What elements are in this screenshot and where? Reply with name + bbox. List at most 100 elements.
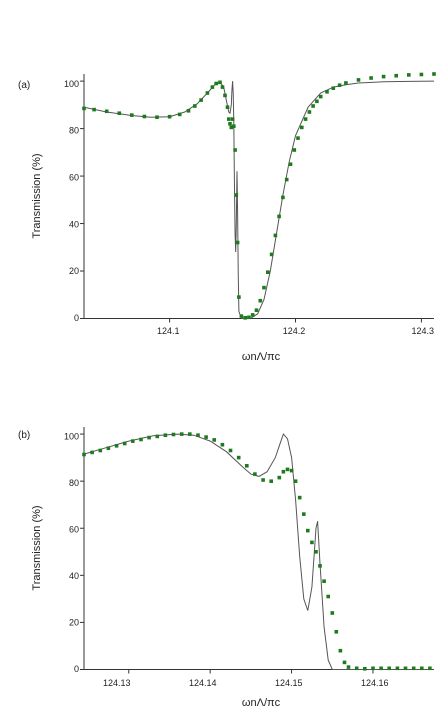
panel-a-data-point	[307, 110, 312, 114]
panel-a-y-ticks: 0 20 40 60 80 100	[64, 79, 79, 323]
panel-a-data-point	[407, 73, 411, 77]
panel-b-ytick-2: 40	[69, 571, 79, 581]
panel-a-data-point	[199, 98, 203, 102]
panel-b-data-point	[354, 666, 359, 671]
panel-a-data-point	[228, 122, 232, 126]
panel-a-data-point	[262, 285, 266, 290]
panel-a-data-point	[234, 193, 239, 197]
panel-a-data-point	[266, 270, 270, 274]
panel-a-data-point	[277, 214, 281, 219]
panel-b-data-point	[139, 437, 143, 442]
panel-a-data-point	[232, 124, 236, 128]
panel-a-data-point	[229, 125, 234, 130]
panel-a-data-point	[344, 81, 348, 85]
panel-b-data-point	[289, 468, 294, 473]
panel-b-xtick-2: 124.15	[275, 678, 303, 688]
panel-b-data-point	[322, 579, 326, 583]
panel-a-data-point	[230, 117, 235, 121]
panel-a-data-point	[155, 115, 159, 119]
panel-a-data-point	[223, 93, 227, 98]
panel-a-data-point	[92, 107, 96, 112]
panel-a-ylabel: Transmission (%)	[31, 153, 43, 238]
panel-b-data-point	[371, 666, 375, 671]
panel-b-data-point	[306, 528, 310, 533]
panel-a-xtick-0: 124.1	[157, 326, 180, 336]
panel-b-ylabel: Transmission (%)	[31, 505, 43, 590]
panel-a-data-point	[186, 109, 191, 113]
panel-b-data-point	[346, 665, 351, 669]
panel-b-data-point	[403, 666, 408, 671]
panel-a-data-point	[273, 233, 278, 238]
panel-a-ytick-1: 20	[69, 266, 79, 276]
panel-a-data-point	[177, 112, 182, 117]
panel-b-data-point	[155, 434, 160, 439]
panel-b-xlabel: ωnΛ/πc	[242, 697, 281, 708]
panel-a-data-point	[318, 94, 323, 99]
panel-b-data-point	[428, 666, 432, 671]
panel-a-data-point	[167, 114, 172, 119]
panel-a-data-point	[325, 90, 329, 94]
panel-a-data-point	[247, 315, 251, 320]
panel-a-data-point	[243, 316, 247, 320]
panel-a-ytick-4: 80	[69, 126, 79, 136]
panel-b-xtick-0: 124.13	[103, 678, 131, 688]
panel-a-x-ticks: 124.1 124.2 124.3	[157, 326, 434, 336]
panel-b-x-ticks: 124.13 124.14 124.15 124.16	[103, 678, 389, 688]
panel-b-xtick-1: 124.14	[189, 678, 217, 688]
panel-a-data-point	[210, 85, 215, 89]
panel-b-data-point	[363, 667, 367, 671]
panel-a-data-point	[337, 83, 342, 87]
panel-a-data-point	[218, 80, 222, 85]
panel-a-xlabel: ωnΛ/πc	[242, 351, 281, 363]
panel-a-data-point	[130, 113, 134, 117]
panel-b-data-point	[163, 433, 168, 437]
panel-b-data-point	[338, 648, 343, 653]
panel-a-data-point	[381, 74, 386, 79]
panel-b-data-point	[90, 450, 94, 455]
panel-a-data-point	[258, 298, 263, 303]
panel-b-data-point	[131, 439, 135, 443]
panel-a-data-point	[281, 195, 285, 200]
panel-b-ytick-0: 0	[74, 664, 79, 674]
panel-b-theory-line	[83, 433, 434, 670]
panel-a-data-point	[369, 76, 373, 80]
panel-b-data-point	[106, 446, 111, 450]
panel-b-data-point	[281, 469, 286, 474]
panel-a-data-point	[432, 72, 436, 76]
panel-b-data-point	[411, 666, 416, 671]
panel-a-data-point	[239, 314, 244, 318]
panel-b-data-point	[212, 438, 216, 442]
panel-b-data-point	[379, 666, 383, 671]
panel-a-data-point	[250, 313, 255, 317]
panel-b-data-point	[220, 442, 225, 447]
panel-a-data-point	[303, 117, 308, 121]
panel-a-theory-line	[83, 80, 435, 319]
panel-b-data-point	[285, 467, 290, 472]
panel-b-data-point	[395, 666, 400, 671]
panel-b-data-point	[326, 594, 330, 599]
panel-b-data-point	[420, 666, 424, 671]
panel-a-data-point	[233, 148, 237, 152]
panel-a-ytick-2: 40	[69, 219, 79, 229]
panel-b-data-point	[318, 564, 322, 568]
panel-b-data-point	[253, 472, 257, 476]
panel-a-ytick-3: 60	[69, 172, 79, 182]
panel-a-data-point	[394, 73, 398, 78]
panel-a-data-point	[292, 148, 297, 152]
panel-a-data-point	[193, 104, 197, 108]
panel-b-data-point	[310, 540, 314, 545]
panel-b-data-point	[98, 448, 103, 453]
panel-b-data-point	[204, 435, 208, 439]
panel-b-ytick-4: 80	[69, 478, 79, 488]
panel-a-data-point	[288, 162, 293, 166]
panel-b-ytick-5: 100	[64, 431, 79, 441]
panel-b-data-point	[196, 433, 200, 437]
panel-a-ytick-0: 0	[74, 313, 79, 323]
panel-a-data-point	[237, 295, 241, 299]
panel-a-xtick-1: 124.2	[283, 326, 306, 336]
panel-b-data-point	[228, 448, 233, 453]
panel-b-ytick-1: 20	[69, 617, 79, 627]
panel-b-data-point	[277, 475, 282, 480]
panel-b-data-point	[236, 455, 241, 460]
